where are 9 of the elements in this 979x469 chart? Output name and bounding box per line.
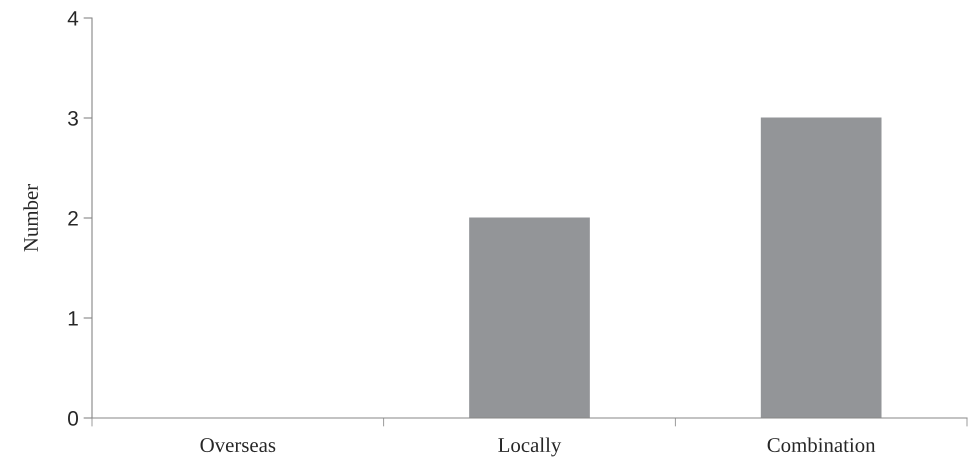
y-tick-label: 4	[68, 11, 78, 26]
y-tick-label: 0	[68, 411, 78, 426]
x-tick-label: Overseas	[200, 438, 276, 452]
y-tick-label: 3	[68, 111, 78, 126]
x-tick-label: Combination	[768, 437, 876, 452]
y-tick-label: 2	[68, 211, 78, 226]
y-tick-label: 1	[68, 311, 78, 326]
y-axis-title: Number	[23, 184, 38, 252]
x-tick-label: Locally	[498, 437, 562, 456]
